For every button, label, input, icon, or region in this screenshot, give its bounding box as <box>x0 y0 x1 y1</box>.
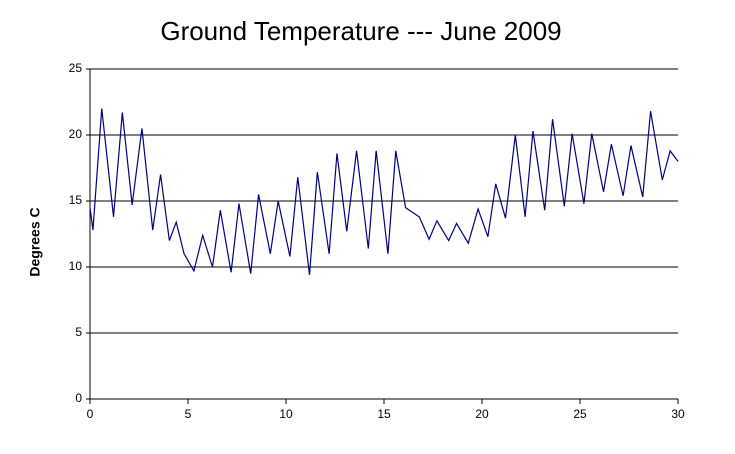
x-tick-label: 15 <box>377 407 391 421</box>
x-tick-label: 5 <box>185 407 192 421</box>
y-tick-label: 10 <box>69 259 83 273</box>
y-axis-label: Degrees C <box>27 207 43 276</box>
y-tick-label: 5 <box>75 325 82 339</box>
x-tick-label: 25 <box>573 407 587 421</box>
x-tick-label: 30 <box>671 407 685 421</box>
y-tick-label: 20 <box>69 127 83 141</box>
x-tick-label: 20 <box>475 407 489 421</box>
data-line <box>89 108 679 275</box>
y-tick-label: 25 <box>69 61 83 75</box>
y-tick-label: 15 <box>69 193 83 207</box>
x-tick-label: 10 <box>279 407 293 421</box>
x-tick-label: 0 <box>87 407 94 421</box>
chart-title: Ground Temperature --- June 2009 <box>160 16 561 46</box>
y-tick-label: 0 <box>75 391 82 405</box>
